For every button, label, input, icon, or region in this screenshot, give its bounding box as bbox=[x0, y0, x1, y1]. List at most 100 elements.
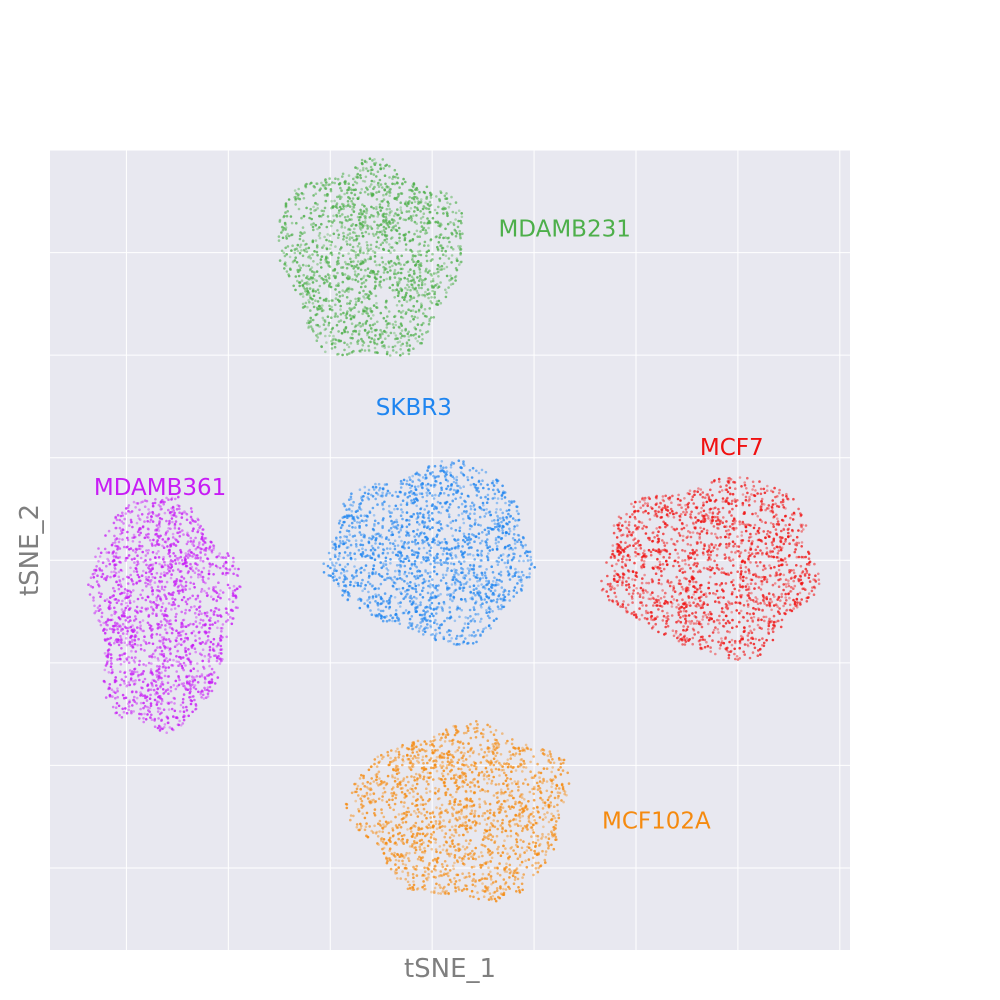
data-point bbox=[461, 232, 464, 235]
data-point bbox=[480, 583, 483, 586]
data-point bbox=[684, 640, 688, 643]
data-point bbox=[628, 515, 632, 519]
data-point bbox=[334, 245, 337, 248]
data-point bbox=[375, 205, 378, 209]
data-point bbox=[396, 255, 399, 258]
data-point bbox=[743, 483, 747, 487]
data-point bbox=[429, 596, 432, 600]
data-point bbox=[370, 556, 374, 560]
data-point bbox=[748, 503, 751, 507]
data-point bbox=[740, 570, 743, 573]
data-point bbox=[716, 526, 719, 530]
data-point bbox=[743, 643, 747, 646]
data-point bbox=[656, 595, 660, 598]
data-point bbox=[424, 270, 427, 273]
data-point bbox=[328, 234, 332, 237]
data-point bbox=[420, 283, 424, 287]
data-point bbox=[343, 273, 347, 276]
data-point bbox=[416, 316, 419, 320]
data-point bbox=[727, 479, 731, 483]
data-point bbox=[386, 551, 390, 555]
data-point bbox=[347, 262, 350, 266]
data-point bbox=[384, 556, 388, 560]
data-point bbox=[708, 511, 712, 514]
data-point bbox=[765, 551, 769, 554]
cluster-mdamb231 bbox=[277, 157, 464, 357]
data-point bbox=[616, 523, 619, 527]
data-point bbox=[293, 259, 297, 262]
data-point bbox=[647, 622, 651, 625]
data-point bbox=[647, 581, 651, 585]
data-point bbox=[747, 631, 751, 635]
data-point bbox=[381, 518, 385, 522]
data-point bbox=[708, 634, 711, 638]
data-point bbox=[369, 291, 372, 294]
data-point bbox=[437, 602, 441, 605]
data-point bbox=[512, 533, 516, 536]
data-point bbox=[395, 351, 398, 354]
data-point bbox=[383, 483, 387, 486]
data-point bbox=[378, 178, 382, 182]
data-point bbox=[356, 176, 360, 179]
data-point bbox=[750, 591, 753, 595]
data-point bbox=[764, 615, 768, 619]
data-point bbox=[355, 545, 358, 548]
data-point bbox=[414, 337, 418, 340]
data-point bbox=[359, 502, 363, 505]
data-point bbox=[359, 215, 362, 219]
data-point bbox=[652, 548, 655, 551]
data-point bbox=[502, 593, 505, 597]
data-point bbox=[678, 579, 681, 582]
data-point bbox=[791, 518, 795, 521]
data-point bbox=[669, 507, 673, 511]
data-point bbox=[413, 200, 417, 204]
data-point bbox=[320, 215, 323, 218]
data-point bbox=[363, 587, 367, 590]
data-point bbox=[749, 546, 752, 549]
data-point bbox=[370, 544, 374, 548]
data-point bbox=[422, 633, 425, 636]
data-point bbox=[366, 599, 369, 602]
data-point bbox=[515, 505, 518, 508]
data-point bbox=[688, 601, 691, 604]
data-point bbox=[726, 496, 729, 500]
data-point bbox=[303, 231, 306, 234]
data-point bbox=[442, 635, 446, 639]
data-point bbox=[688, 531, 692, 534]
data-point bbox=[342, 520, 346, 524]
data-point bbox=[328, 183, 332, 186]
data-point bbox=[381, 542, 385, 546]
data-point bbox=[306, 290, 310, 293]
data-point bbox=[679, 567, 683, 571]
data-point bbox=[355, 234, 358, 238]
data-point bbox=[657, 510, 660, 514]
data-point bbox=[724, 622, 728, 625]
data-point bbox=[461, 545, 464, 548]
data-point bbox=[406, 582, 409, 585]
data-point bbox=[494, 536, 498, 540]
data-point bbox=[665, 622, 668, 625]
data-point bbox=[295, 221, 298, 225]
data-point bbox=[390, 218, 394, 221]
data-point bbox=[372, 207, 376, 210]
data-point bbox=[324, 178, 327, 181]
data-point bbox=[352, 330, 355, 333]
data-point bbox=[430, 504, 434, 508]
data-point bbox=[354, 175, 358, 179]
data-point bbox=[424, 570, 427, 573]
data-point bbox=[395, 518, 398, 522]
data-point bbox=[673, 559, 676, 563]
data-point bbox=[371, 534, 374, 538]
data-point bbox=[410, 615, 414, 618]
data-point bbox=[311, 318, 315, 322]
data-point bbox=[395, 520, 399, 524]
data-point bbox=[440, 563, 443, 566]
data-point bbox=[348, 302, 352, 305]
data-point bbox=[307, 255, 310, 259]
data-point bbox=[771, 550, 774, 553]
data-point bbox=[488, 605, 491, 609]
data-point bbox=[631, 513, 634, 516]
data-point bbox=[476, 612, 480, 616]
data-point bbox=[423, 240, 427, 244]
data-point bbox=[433, 634, 437, 638]
